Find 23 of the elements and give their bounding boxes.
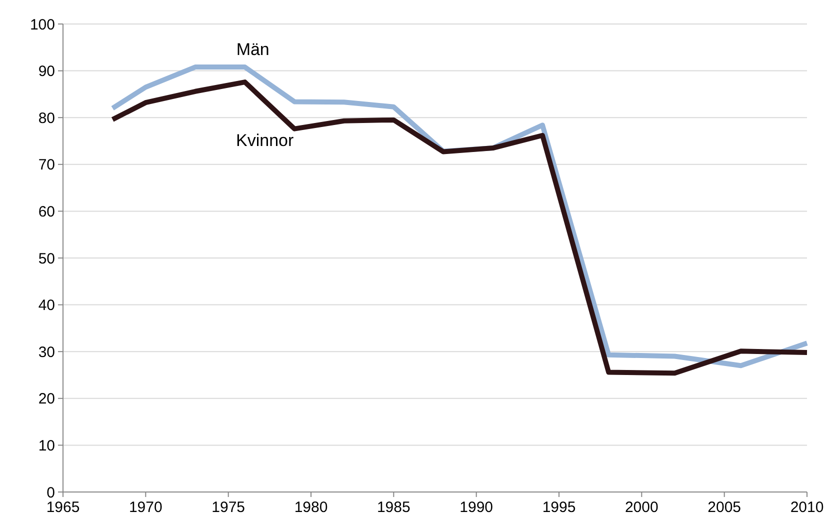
y-tick-label: 70: [38, 156, 55, 174]
x-tick-label: 1965: [46, 499, 80, 516]
y-tick-label: 30: [38, 344, 55, 361]
x-tick-label: 1990: [460, 499, 494, 516]
x-tick-label: 1980: [294, 499, 328, 516]
x-tick-label: 1995: [542, 499, 576, 516]
y-tick-label: 20: [38, 390, 55, 408]
y-tick-label: 80: [38, 110, 55, 127]
x-tick-label: 1985: [376, 499, 410, 516]
x-tick-label: 1975: [212, 499, 246, 516]
series-label: Män: [236, 40, 270, 60]
x-tick-label: 2000: [624, 499, 658, 516]
x-tick-label: 2010: [790, 499, 824, 516]
y-tick-label: 90: [38, 63, 55, 80]
y-tick-label: 100: [30, 16, 55, 34]
y-tick-label: 10: [38, 437, 55, 454]
y-tick-label: 50: [38, 250, 55, 268]
x-tick-label: 1970: [128, 499, 162, 516]
series-label: Kvinnor: [236, 131, 294, 150]
y-tick-label: 60: [38, 203, 55, 220]
y-tick-label: 0: [46, 484, 55, 502]
x-tick-label: 2005: [708, 499, 742, 516]
y-tick-label: 40: [38, 297, 55, 314]
